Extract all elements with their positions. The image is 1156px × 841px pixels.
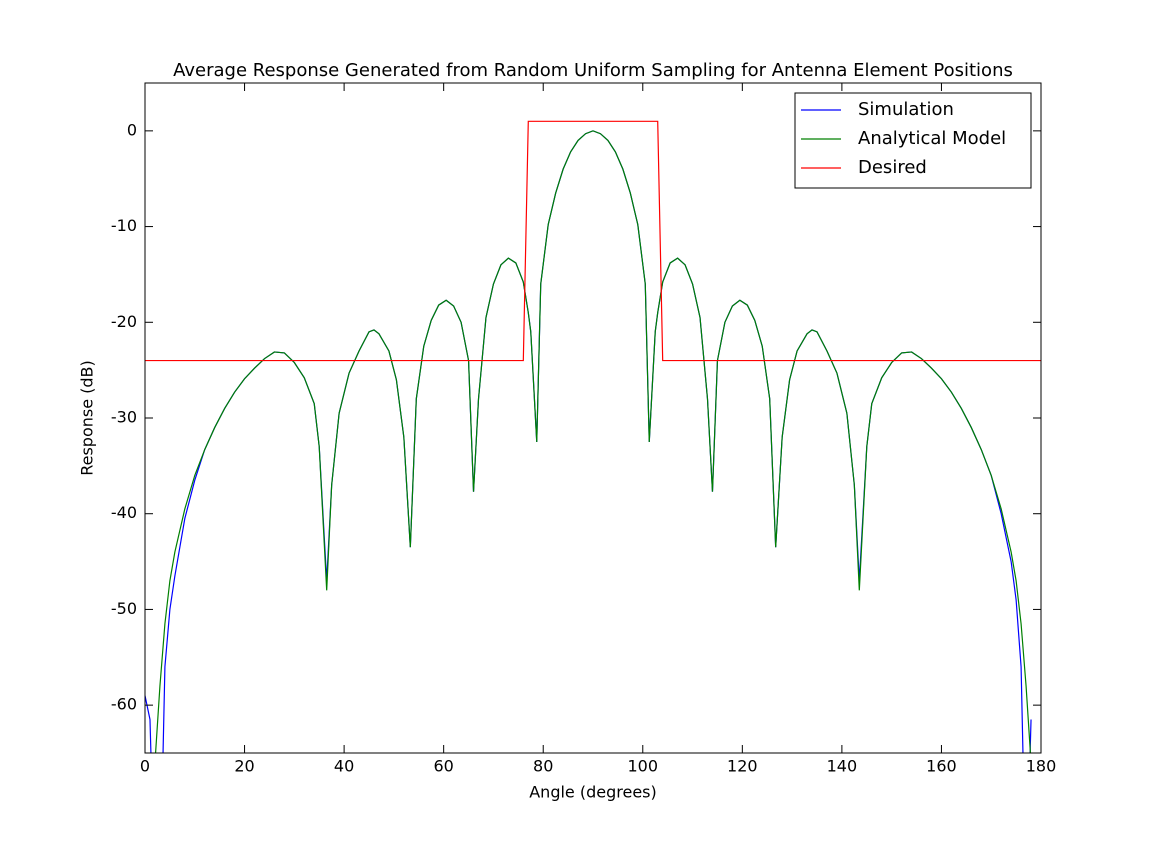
- x-tick-label: 140: [827, 757, 858, 776]
- y-tick-label: 0: [127, 120, 137, 139]
- y-tick-label: -20: [111, 312, 137, 331]
- x-tick-label: 100: [628, 757, 659, 776]
- legend-label: Analytical Model: [858, 128, 1006, 149]
- y-tick-label: -40: [111, 503, 137, 522]
- legend-label: Simulation: [858, 99, 954, 120]
- y-tick-label: -50: [111, 599, 137, 618]
- legend-label: Desired: [858, 157, 927, 178]
- legend-box: [794, 92, 1032, 189]
- y-axis-label: Response (dB): [78, 360, 97, 476]
- chart-title: Average Response Generated from Random U…: [173, 60, 1013, 81]
- x-tick-label: 0: [140, 757, 150, 776]
- y-tick-label: -60: [111, 695, 137, 714]
- x-tick-label: 60: [433, 757, 453, 776]
- data-line: [154, 130, 1032, 753]
- x-tick-label: 120: [727, 757, 758, 776]
- x-tick-label: 80: [533, 757, 553, 776]
- legend: Simulation Analytical Model Desired: [794, 92, 1032, 189]
- y-tick-label: -10: [111, 216, 137, 235]
- y-tick-label: -30: [111, 408, 137, 427]
- data-line: [145, 120, 1041, 362]
- x-tick-label: 180: [1026, 757, 1057, 776]
- x-tick-label: 40: [334, 757, 354, 776]
- x-tick-label: 20: [234, 757, 254, 776]
- x-axis-label: Angle (degrees): [529, 783, 657, 802]
- plot-area: [145, 120, 1041, 753]
- x-tick-label: 160: [926, 757, 957, 776]
